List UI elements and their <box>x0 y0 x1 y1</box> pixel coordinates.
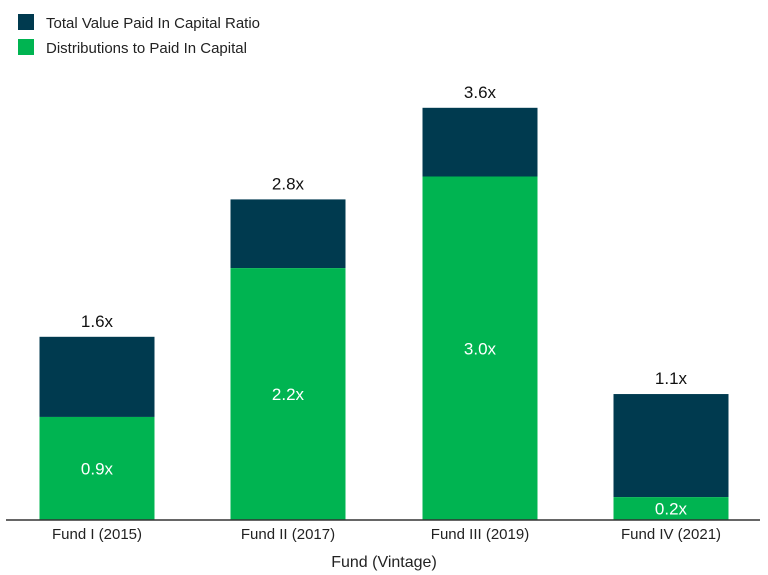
bars-group <box>39 107 729 520</box>
x-tick-labels: Fund I (2015) Fund II (2017) Fund III (201… <box>52 526 721 543</box>
bar-dpi-label: 2.2x <box>272 385 305 404</box>
bar-tvpi-segment <box>422 107 538 177</box>
labels-group: 1.6x 0.9x 2.8x 2.2x 3.6x 3.0x 1.1x 0.2x <box>81 83 688 519</box>
bar-dpi-label: 3.0x <box>464 339 497 358</box>
bar-dpi-segment <box>39 416 155 520</box>
legend-label-dpi: Distributions to Paid In Capital <box>46 40 247 57</box>
x-tick-label: Fund I (2015) <box>52 526 142 543</box>
bar-total-label: 3.6x <box>464 83 497 102</box>
bar-dpi-label: 0.2x <box>655 500 688 519</box>
bar-dpi-segment <box>230 268 346 520</box>
bar-dpi-segment <box>422 176 538 520</box>
bar-dpi-label: 0.9x <box>81 459 114 478</box>
bar-total-label: 1.6x <box>81 312 114 331</box>
legend-swatch-dpi <box>18 39 34 55</box>
x-tick-label: Fund II (2017) <box>241 526 335 543</box>
bar-tvpi-segment <box>613 394 729 498</box>
x-axis-title: Fund (Vintage) <box>331 554 437 571</box>
bar-total-label: 1.1x <box>655 369 688 388</box>
legend-label-tvpi: Total Value Paid In Capital Ratio <box>46 15 260 32</box>
legend: Total Value Paid In Capital Ratio Distri… <box>18 14 260 57</box>
bar-tvpi-segment <box>39 336 155 417</box>
x-tick-label: Fund IV (2021) <box>621 526 721 543</box>
bar-tvpi-segment <box>230 199 346 269</box>
x-tick-label: Fund III (2019) <box>431 526 529 543</box>
legend-swatch-tvpi <box>18 14 34 30</box>
bar-dpi-segment <box>613 497 729 520</box>
bar-total-label: 2.8x <box>272 174 305 193</box>
